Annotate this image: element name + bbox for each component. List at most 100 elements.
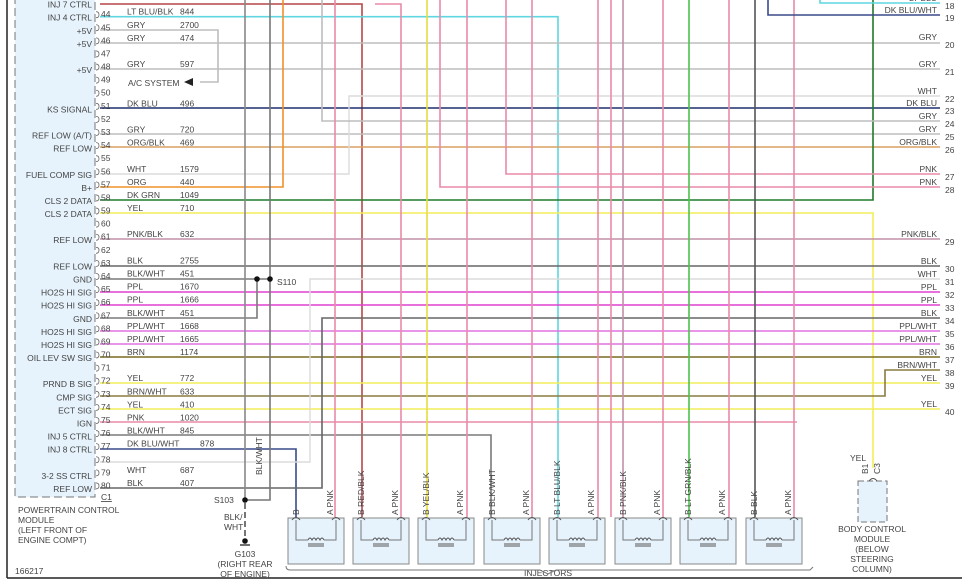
- terminal-number: 36: [945, 342, 955, 352]
- pcm-pin-number: 45: [101, 22, 111, 32]
- injectors-bracket: [285, 565, 814, 575]
- pin-terminal: [95, 299, 100, 307]
- pcm-pin-label: HO2S HI SIG: [41, 327, 92, 337]
- pcm-pin-number: 80: [101, 480, 111, 490]
- coil-icon: [503, 537, 521, 542]
- pcm-circuit-number: 1670: [180, 282, 199, 292]
- pcm-pin-number: 44: [101, 9, 111, 19]
- pcm-wire-color: BLK/WHT: [127, 268, 165, 278]
- pcm-pin-number: 79: [101, 467, 111, 477]
- pcm-circuit-number: 878: [200, 439, 214, 449]
- coil-icon: [699, 537, 717, 542]
- pin-terminal: [95, 142, 100, 149]
- pcm-circuit-number: 772: [180, 373, 194, 383]
- terminal-wire-color: WHT: [918, 269, 937, 279]
- arrow-left-icon: [184, 78, 193, 86]
- injector-2: [679, 517, 737, 565]
- pcm-wire-color: PPL: [127, 282, 143, 292]
- pin-terminal: [95, 312, 100, 320]
- pcm-circuit-number: 633: [180, 386, 194, 396]
- pcm-name: ENGINE COMPT): [18, 535, 87, 545]
- pcm-pin-label: CLS 2 DATA: [45, 209, 93, 219]
- pcm-wire-color: BRN: [127, 347, 145, 357]
- pcm-pin-number: 52: [101, 114, 111, 124]
- wire-pnk-27: [505, 0, 940, 175]
- injector-coil-lead: [324, 520, 337, 541]
- terminal-number: 40: [945, 407, 955, 417]
- pcm-wire-color: GRY: [127, 33, 146, 43]
- pcm-pin-label: B+: [81, 183, 92, 193]
- pcm-circuit-number: 844: [180, 7, 194, 17]
- connector-pin-icon: [421, 517, 431, 521]
- pcm-pin-number: 64: [101, 271, 111, 281]
- ground-icon: [242, 538, 248, 544]
- terminal-number: 26: [945, 145, 955, 155]
- pcm-circuit-number: 1174: [180, 347, 199, 357]
- terminal-wire-color: GRY: [919, 32, 938, 42]
- pcm-pin-number: 74: [101, 402, 111, 412]
- terminal-number: 23: [945, 106, 955, 116]
- pcm-pin-number: 47: [101, 48, 111, 58]
- pin-terminal: [95, 260, 100, 267]
- pcm-wire-color: BRN/WHT: [127, 386, 167, 396]
- pcm-name: (LEFT FRONT OF: [18, 525, 87, 535]
- injector-a-label: A PNK: [717, 490, 727, 515]
- terminal-number: 22: [945, 94, 955, 104]
- wire-pin-73: [100, 369, 940, 397]
- pin-terminal: [95, 63, 100, 71]
- splice-s103-label: S103: [214, 495, 234, 505]
- pcm-circuit-number: 451: [180, 308, 194, 318]
- pcm-pin-label: PRND B SIG: [43, 379, 92, 389]
- wire-pin-59: [100, 212, 874, 468]
- pin-terminal: [95, 89, 100, 97]
- pcm-circuit-number: 1666: [180, 295, 199, 305]
- pcm-wire-color: DK BLU/WHT: [127, 439, 179, 449]
- wire-pin-45: [100, 29, 219, 83]
- pcm-wire-color: YEL: [127, 203, 143, 213]
- pcm-circuit-number: 407: [180, 478, 194, 488]
- pcm-pin-number: 49: [101, 75, 111, 85]
- splice-s110-dot: [254, 276, 260, 282]
- splice-s110-dot: [267, 276, 273, 282]
- terminal-number: 25: [945, 132, 955, 142]
- pcm-pin-label: OIL LEV SW SIG: [27, 353, 92, 363]
- terminal-number: 21: [945, 67, 955, 77]
- injector-b-label: B RED/BLK: [356, 470, 366, 515]
- injector-coil-lead: [454, 520, 467, 541]
- injector-coil-lead: [556, 520, 569, 541]
- pcm-circuit-number: 845: [180, 426, 194, 436]
- wire-ground-blk-wht: [245, 0, 271, 501]
- terminal-wire-color: PNK: [920, 177, 938, 187]
- injector-coil-lead: [687, 520, 700, 541]
- terminal-wire-color: YEL: [921, 399, 937, 409]
- wire-pin-80: [100, 317, 940, 489]
- injector-coil-lead: [520, 520, 533, 541]
- pcm-pin-number: 58: [101, 192, 111, 202]
- pcm-circuit-number: 710: [180, 203, 194, 213]
- pcm-pin-number: 46: [101, 35, 111, 45]
- terminal-number: 35: [945, 329, 955, 339]
- pin-terminal: [95, 76, 100, 84]
- injector-a-label: A PNK: [586, 490, 596, 515]
- injectors-label: INJECTORS: [524, 568, 572, 578]
- pcm-pin-number: 57: [101, 179, 111, 189]
- coil-icon: [307, 537, 325, 542]
- pcm-circuit-number: 687: [180, 465, 194, 475]
- pcm-wire-color: WHT: [127, 465, 146, 475]
- terminal-wire-color: YEL: [921, 373, 937, 383]
- pin-terminal: [95, 443, 100, 451]
- injector-coil-lead: [360, 520, 373, 541]
- wire-pin-67: [100, 279, 258, 319]
- terminal-number: 33: [945, 303, 955, 313]
- pcm-pin-label: FUEL COMP SIG: [26, 170, 92, 180]
- pin-terminal: [95, 155, 100, 163]
- pin-terminal: [95, 469, 100, 477]
- pcm-pin-label: GND: [73, 274, 92, 284]
- injector-a-label: A PNK: [390, 490, 400, 515]
- pcm-circuit-number: 474: [180, 33, 194, 43]
- wire-lt-blu-18: [819, 0, 940, 4]
- pcm-pin-label: KS SIGNAL: [47, 104, 92, 114]
- pcm-pin-number: 60: [101, 219, 111, 229]
- pcm-circuit-number: 410: [180, 399, 194, 409]
